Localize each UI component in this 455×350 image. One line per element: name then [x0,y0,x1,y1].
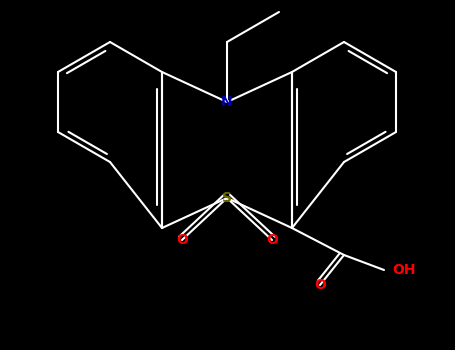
Text: O: O [314,278,326,292]
Text: O: O [176,233,188,247]
Text: N: N [221,95,233,109]
Text: S: S [222,191,232,205]
Text: OH: OH [392,263,415,277]
Text: O: O [266,233,278,247]
